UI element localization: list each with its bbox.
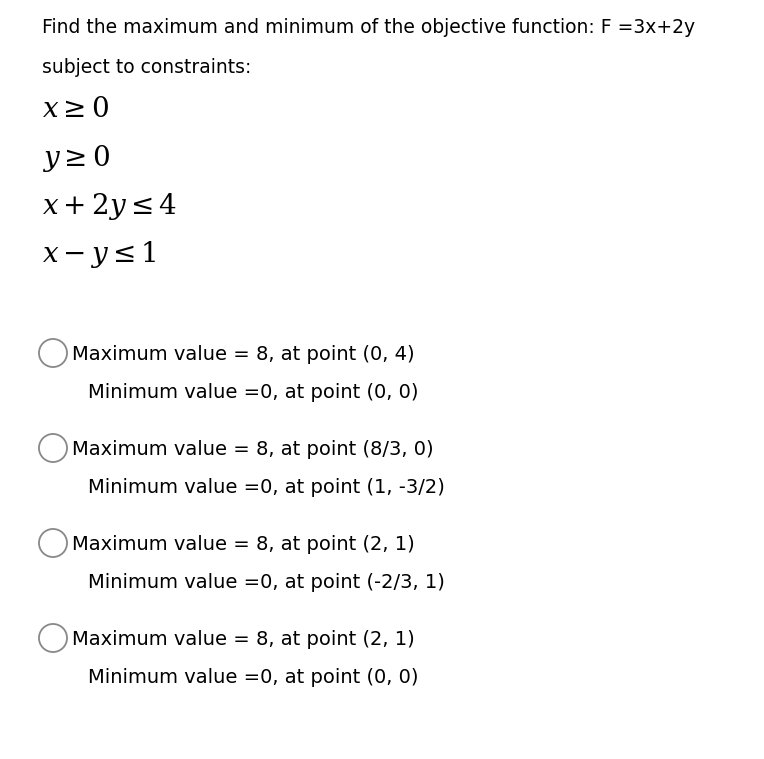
Text: Maximum value = 8, at point (8/3, 0): Maximum value = 8, at point (8/3, 0) xyxy=(72,440,434,459)
Text: Maximum value = 8, at point (2, 1): Maximum value = 8, at point (2, 1) xyxy=(72,630,415,649)
Text: Minimum value =0, at point (0, 0): Minimum value =0, at point (0, 0) xyxy=(88,383,419,402)
Text: Minimum value =0, at point (0, 0): Minimum value =0, at point (0, 0) xyxy=(88,668,419,687)
Text: Maximum value = 8, at point (0, 4): Maximum value = 8, at point (0, 4) xyxy=(72,345,415,364)
Text: Minimum value =0, at point (1, -3/2): Minimum value =0, at point (1, -3/2) xyxy=(88,478,445,497)
Text: $x \geq 0$: $x \geq 0$ xyxy=(42,95,109,123)
Text: Maximum value = 8, at point (2, 1): Maximum value = 8, at point (2, 1) xyxy=(72,535,415,554)
Text: Minimum value =0, at point (-2/3, 1): Minimum value =0, at point (-2/3, 1) xyxy=(88,573,445,592)
Text: Find the maximum and minimum of the objective function: F =3x+2y: Find the maximum and minimum of the obje… xyxy=(42,18,695,37)
Text: $y \geq 0$: $y \geq 0$ xyxy=(42,143,110,174)
Text: $x - y \leq 1$: $x - y \leq 1$ xyxy=(42,239,157,270)
Text: $x + 2y \leq 4$: $x + 2y \leq 4$ xyxy=(42,191,176,222)
Text: subject to constraints:: subject to constraints: xyxy=(42,58,251,77)
